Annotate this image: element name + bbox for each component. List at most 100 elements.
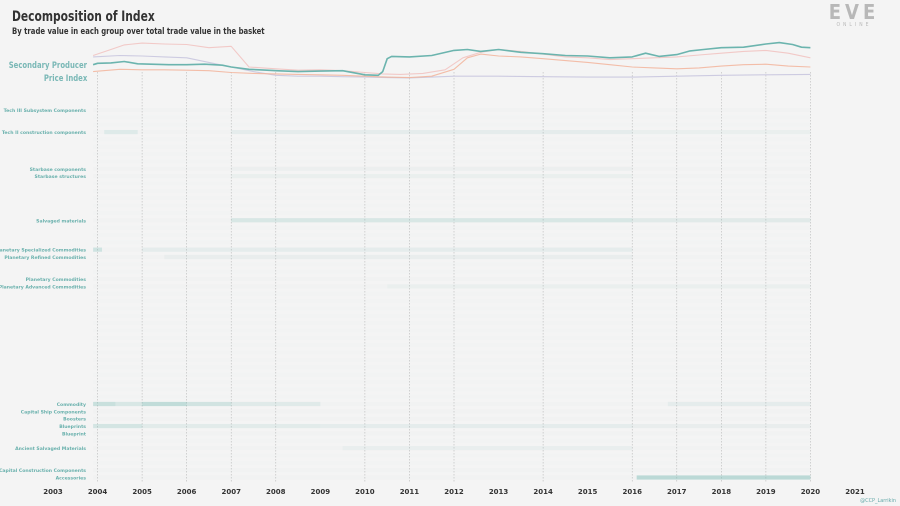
heat-cell-40-4 bbox=[231, 401, 321, 407]
heat-cell-40-5 bbox=[667, 401, 811, 407]
heat-track-26 bbox=[93, 299, 810, 303]
row-label-46: Ancient Salvaged Materials bbox=[15, 446, 86, 452]
year-gridlines bbox=[97, 72, 811, 482]
heat-cell-40-2 bbox=[142, 401, 187, 407]
x-tick-label-2015: 2015 bbox=[578, 488, 598, 496]
row-label-9: Starbase structures bbox=[35, 174, 87, 180]
heat-track-27 bbox=[93, 306, 810, 310]
x-tick-label-2005: 2005 bbox=[132, 488, 152, 496]
heat-cell-8-0 bbox=[231, 166, 633, 171]
chart-subtitle: By trade value in each group over total … bbox=[12, 27, 265, 37]
heat-track-29 bbox=[93, 321, 810, 325]
heat-track-47 bbox=[93, 453, 810, 457]
heat-track-33 bbox=[93, 350, 810, 354]
heat-track-13 bbox=[93, 203, 810, 207]
heat-cell-15-1 bbox=[632, 218, 811, 223]
heat-cell-50-0 bbox=[636, 475, 811, 480]
x-tick-label-2008: 2008 bbox=[266, 488, 286, 496]
heat-cell-9-0 bbox=[231, 174, 633, 179]
row-label-15: Salvaged materials bbox=[36, 218, 86, 224]
heat-track-31 bbox=[93, 336, 810, 340]
heat-cell-43-3 bbox=[632, 423, 811, 429]
x-tick-label-2007: 2007 bbox=[221, 488, 241, 496]
heat-track-10 bbox=[93, 181, 810, 185]
chart-title: Decomposition of Index bbox=[12, 9, 155, 25]
x-tick-label-2003: 2003 bbox=[43, 488, 63, 496]
heat-track-21 bbox=[93, 262, 810, 266]
x-tick-label-2004: 2004 bbox=[88, 488, 108, 496]
heat-track-2 bbox=[93, 123, 810, 127]
heat-cell-3-2 bbox=[632, 129, 811, 135]
legend-label-line-1: Secondary Producer bbox=[8, 61, 87, 71]
heat-track-36 bbox=[93, 373, 810, 377]
series-line-orange bbox=[93, 53, 811, 79]
legend-label-line-2: Price Index bbox=[43, 74, 87, 84]
heat-track-14 bbox=[93, 211, 810, 215]
logo-sub-text: ONLINE bbox=[836, 22, 872, 28]
x-tick-label-2010: 2010 bbox=[355, 488, 375, 496]
heat-track-44 bbox=[93, 431, 810, 435]
x-tick-label-2018: 2018 bbox=[712, 488, 732, 496]
heat-track-39 bbox=[93, 395, 810, 399]
heat-track-37 bbox=[93, 380, 810, 384]
heat-cell-43-0 bbox=[93, 423, 143, 429]
row-label-42: Boosters bbox=[63, 417, 86, 423]
heat-track-28 bbox=[93, 314, 810, 318]
row-label-3: Tech II construction components bbox=[2, 130, 86, 136]
row-label-41: Capital Ship Components bbox=[21, 409, 86, 415]
x-tick-label-2021: 2021 bbox=[845, 488, 865, 496]
row-label-23: Planetary Commodities bbox=[26, 277, 87, 283]
row-label-40: Commodity bbox=[57, 402, 86, 408]
row-label-49: ed Capital Construction Components bbox=[0, 468, 86, 474]
heat-track-22 bbox=[93, 270, 810, 274]
x-tick-label-2013: 2013 bbox=[489, 488, 509, 496]
heat-track-30 bbox=[93, 328, 810, 332]
heat-track-48 bbox=[93, 461, 810, 465]
x-tick-label-2006: 2006 bbox=[177, 488, 197, 496]
x-axis-ticks: 2003 2004 2005 2006 2007 2008 2009 2010 2011 2012… bbox=[43, 488, 865, 496]
heat-track-6 bbox=[93, 152, 810, 156]
row-label-0: Tech III Subsystem Components bbox=[4, 108, 87, 114]
row-label-8: Starbase components bbox=[30, 167, 87, 173]
heat-track-34 bbox=[93, 358, 810, 362]
series-line-lavender bbox=[93, 54, 811, 79]
row-label-19: Planetary Specialized Commodities bbox=[0, 248, 86, 254]
heat-track-16 bbox=[93, 226, 810, 230]
heat-track-1 bbox=[93, 115, 810, 119]
eve-online-logo: EVE ONLINE bbox=[820, 2, 888, 28]
heat-track-7 bbox=[93, 159, 810, 163]
heat-cell-15-0 bbox=[231, 218, 633, 223]
heat-track-11 bbox=[93, 189, 810, 193]
heat-cell-3-0 bbox=[104, 129, 138, 135]
heat-cell-24-0 bbox=[387, 284, 811, 289]
heat-cell-20-0 bbox=[164, 254, 633, 260]
heat-cell-19-0 bbox=[93, 247, 103, 252]
x-tick-label-2009: 2009 bbox=[311, 488, 331, 496]
row-labels: Tech III Subsystem Components Tech II con… bbox=[0, 108, 87, 482]
heat-cell-40-0 bbox=[93, 401, 116, 407]
x-tick-label-2017: 2017 bbox=[667, 488, 687, 496]
heat-cell-46-0 bbox=[342, 446, 633, 451]
heat-cell-43-1 bbox=[142, 423, 321, 429]
heat-track-49 bbox=[93, 468, 810, 472]
heat-cell-3-1 bbox=[231, 129, 633, 135]
heat-cell-40-3 bbox=[186, 401, 232, 407]
heat-track-4 bbox=[93, 137, 810, 141]
heat-track-23 bbox=[93, 277, 810, 281]
credit-text: @CCP_Larrikin bbox=[860, 498, 896, 504]
heat-track-12 bbox=[93, 196, 810, 200]
heat-track-35 bbox=[93, 365, 810, 369]
heat-track-41 bbox=[93, 409, 810, 413]
x-tick-label-2019: 2019 bbox=[756, 488, 776, 496]
row-label-43: Blueprints bbox=[59, 424, 86, 430]
heat-track-38 bbox=[93, 387, 810, 391]
row-label-20: Planetary Refined Commodities bbox=[4, 255, 86, 261]
heat-cell-19-1 bbox=[142, 247, 633, 252]
series-line-pink bbox=[92, 42, 811, 75]
heat-track-17 bbox=[93, 233, 810, 237]
x-tick-label-2012: 2012 bbox=[444, 488, 464, 496]
heat-track-0 bbox=[93, 108, 810, 112]
x-tick-label-2020: 2020 bbox=[801, 488, 821, 496]
series-line-secondary-producer-price-index bbox=[92, 41, 811, 77]
